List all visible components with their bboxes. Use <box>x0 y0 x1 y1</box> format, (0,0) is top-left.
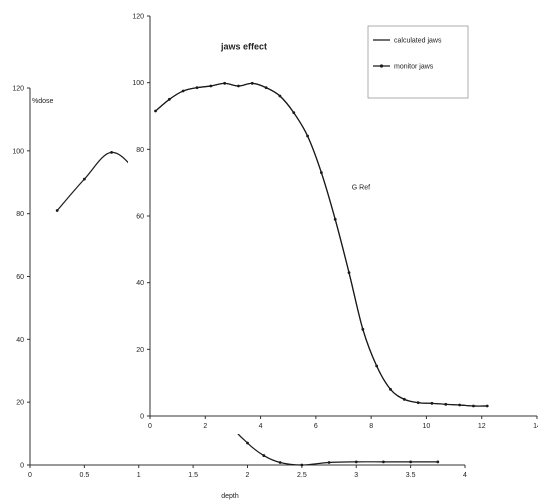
back-chart-data-point <box>436 460 440 464</box>
back-chart-data-point <box>262 454 266 457</box>
front-chart-y-tick-label: 20 <box>136 347 144 354</box>
back-chart-data-point <box>354 460 358 464</box>
back-chart-y-tick-label: 20 <box>16 400 24 407</box>
front-chart-data-point <box>209 84 213 88</box>
front-chart-data-point <box>361 327 365 331</box>
back-chart-data-point <box>110 151 113 154</box>
front-chart-y-tick-label: 120 <box>132 14 144 21</box>
front-chart-annotation: G Ref <box>352 184 370 191</box>
front-chart-y-tick-label: 80 <box>136 147 144 154</box>
back-chart-x-tick-label: 3 <box>354 472 358 479</box>
front-chart-data-point <box>154 109 157 113</box>
back-chart-data-point <box>327 461 331 464</box>
back-chart-data-point <box>246 441 249 445</box>
front-chart-data-point <box>306 134 309 138</box>
back-chart-data-point <box>409 460 413 464</box>
back-chart-y-tick-label: 60 <box>16 274 24 281</box>
front-chart-title: jaws effect <box>220 41 267 51</box>
front-chart-data-point <box>292 111 296 115</box>
back-chart-x-tick-label: 2 <box>246 472 250 479</box>
front-chart-data-point <box>250 81 254 85</box>
front-chart-y-tick-label: 100 <box>132 80 144 87</box>
front-chart-data-point <box>237 84 240 88</box>
back-chart-data-point <box>300 463 304 467</box>
back-chart-data-point <box>278 461 282 464</box>
front-chart-x-tick-label: 6 <box>314 423 318 430</box>
back-chart-x-tick-label: 1 <box>137 472 141 479</box>
back-chart-y-axis-label: %dose <box>32 98 54 105</box>
legend-label: monitor jaws <box>394 64 434 71</box>
front-chart-data-point <box>333 217 337 221</box>
front-chart-x-tick-label: 2 <box>203 423 207 430</box>
front-chart-data-point <box>264 86 268 90</box>
legend-box <box>367 25 469 99</box>
back-chart-y-tick-label: 0 <box>20 463 24 470</box>
front-chart-data-point <box>458 403 461 407</box>
front-chart-data-point <box>416 401 420 405</box>
front-chart-data-point <box>389 387 392 391</box>
front-chart-data-point <box>430 401 434 405</box>
back-chart-x-tick-label: 1.5 <box>188 472 198 479</box>
front-chart-data-point <box>195 86 199 90</box>
front-chart-data-point <box>485 404 489 408</box>
front-chart-x-tick-label: 14 <box>533 423 538 430</box>
front-chart-data-point <box>347 271 351 275</box>
back-chart-y-tick-label: 40 <box>16 337 24 344</box>
back-chart-y-tick-label: 100 <box>12 148 24 155</box>
front-chart-data-point <box>375 364 379 368</box>
front-chart-data-point <box>278 94 282 98</box>
back-chart-x-tick-label: 2.5 <box>297 472 307 479</box>
back-chart-x-tick-label: 4 <box>463 472 467 479</box>
back-chart-data-point <box>82 177 86 181</box>
back-chart-x-tick-label: 0.5 <box>80 472 90 479</box>
back-chart-y-tick-label: 120 <box>12 86 24 93</box>
back-chart-data-point <box>55 209 59 212</box>
front-chart-x-tick-label: 8 <box>369 423 373 430</box>
back-chart-data-point <box>382 460 385 464</box>
front-chart-data-point <box>444 402 448 406</box>
front-chart-y-tick-label: 40 <box>136 280 144 287</box>
front-chart-y-tick-label: 0 <box>140 414 144 421</box>
front-chart: 0 20 40 60 80 100 120 0 2 4 6 8 10 12 14 jaws effect G R… <box>128 10 538 434</box>
front-chart-data-point <box>402 397 406 401</box>
back-chart-y-tick-label: 80 <box>16 211 24 218</box>
front-chart-x-tick-label: 10 <box>423 423 431 430</box>
front-chart-data-point <box>167 97 171 101</box>
back-chart-x-tick-label: 3.5 <box>406 472 416 479</box>
back-chart-x-tick-label: 0 <box>28 472 32 479</box>
front-chart-x-tick-label: 12 <box>478 423 486 430</box>
legend-label: calculated jaws <box>394 38 442 45</box>
legend-marker <box>379 64 384 68</box>
back-chart-x-axis-label: depth <box>221 493 239 500</box>
front-chart-x-tick-label: 4 <box>259 423 263 430</box>
front-chart-data-point <box>223 81 227 85</box>
front-chart-y-tick-label: 60 <box>136 214 144 221</box>
front-chart-data-point <box>181 89 185 93</box>
front-chart-x-tick-label: 0 <box>148 423 152 430</box>
front-chart-data-point <box>472 404 475 408</box>
front-chart-background <box>128 10 538 434</box>
front-chart-data-point <box>319 171 323 175</box>
